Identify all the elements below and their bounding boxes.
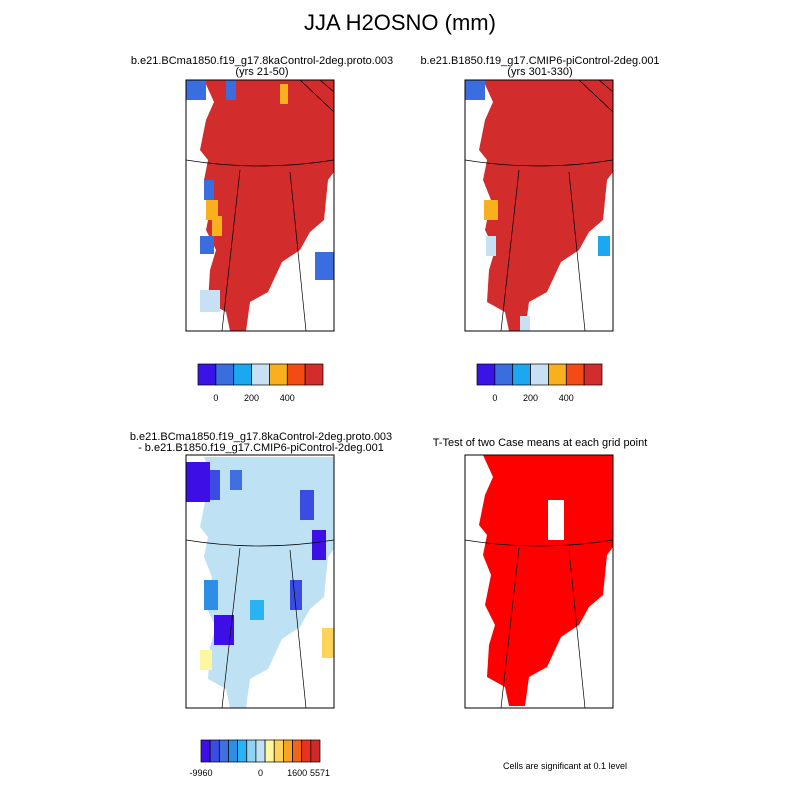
map-frame xyxy=(464,79,614,332)
colorbar-box xyxy=(237,739,248,763)
panel-title: - b.e21.B1850.f19_g17.CMIP6-piControl-2d… xyxy=(138,442,384,454)
colorbar-box xyxy=(548,363,567,386)
colorbar-label: -9960 xyxy=(189,768,212,778)
figure-title: JJA H2OSNO (mm) xyxy=(304,10,496,35)
colorbar-label: 1600 xyxy=(287,768,307,778)
colorbar-label: 400 xyxy=(280,393,295,403)
colorbar-label: 5571 xyxy=(310,768,330,778)
panel-title: (yrs 301-330) xyxy=(507,66,572,78)
map-frame xyxy=(185,79,335,332)
colorbar-box xyxy=(530,363,549,386)
colorbar-box xyxy=(228,739,238,763)
colorbar-box xyxy=(565,363,585,386)
colorbar-box xyxy=(200,739,211,763)
colorbar-label: 200 xyxy=(523,393,538,403)
colorbar-box xyxy=(269,363,288,386)
colorbar-box xyxy=(476,363,496,386)
colorbar-box xyxy=(215,363,235,386)
panel-title: b.e21.B1850.f19_g17.CMIP6-piControl-2deg… xyxy=(420,55,659,67)
colorbar-box xyxy=(255,739,266,763)
note: Cells are significant at 0.1 level xyxy=(503,761,627,771)
map-frame xyxy=(185,454,335,709)
colorbar-label: 200 xyxy=(244,393,259,403)
map-panel xyxy=(465,455,613,708)
panel-title: b.e21.BCma1850.f19_g17.8kaControl-2deg.p… xyxy=(130,431,392,443)
map-frame xyxy=(464,454,614,709)
colorbar-box xyxy=(292,739,303,763)
colorbar-label: 0 xyxy=(258,768,263,778)
colorbar-box xyxy=(251,363,270,386)
panel-title: (yrs 21-50) xyxy=(235,66,288,78)
colorbar-label: 0 xyxy=(213,393,218,403)
colorbar-box xyxy=(301,739,312,763)
colorbar-box xyxy=(583,363,603,386)
colorbar-box xyxy=(209,739,220,763)
colorbar-box xyxy=(286,363,306,386)
colorbar-box xyxy=(246,739,257,763)
colorbar-label: 400 xyxy=(559,393,574,403)
map-panel xyxy=(186,457,334,708)
colorbar-label: 0 xyxy=(492,393,497,403)
colorbar-box xyxy=(218,739,229,763)
colorbar-box xyxy=(264,739,275,763)
panel-title: T-Test of two Case means at each grid po… xyxy=(433,437,648,449)
colorbar-box xyxy=(283,739,293,763)
colorbar-box xyxy=(310,739,321,763)
panel-title: b.e21.BCma1850.f19_g17.8kaControl-2deg.p… xyxy=(131,55,393,67)
colorbar-box xyxy=(273,739,284,763)
colorbar-box xyxy=(512,363,531,386)
colorbar-box xyxy=(494,363,514,386)
map-panel xyxy=(465,80,613,331)
map-panel xyxy=(186,80,334,331)
colorbar-box xyxy=(304,363,324,386)
colorbar-box xyxy=(233,363,252,386)
colorbar-box xyxy=(197,363,217,386)
